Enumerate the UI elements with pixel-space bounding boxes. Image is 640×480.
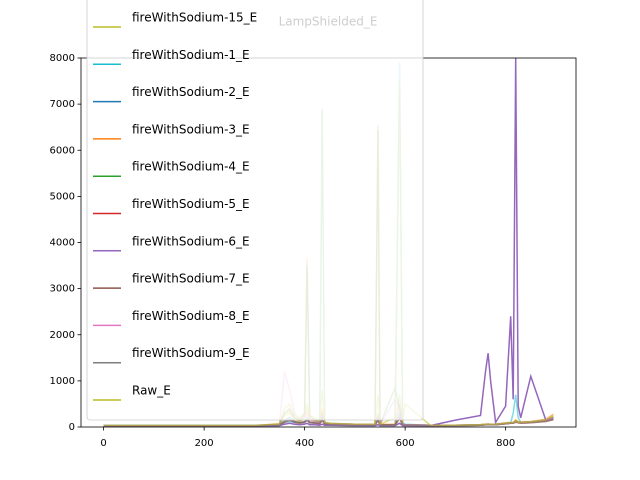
y-tick-label: 6000 <box>50 145 75 156</box>
y-tick-label: 8000 <box>50 53 75 64</box>
y-tick-label: 7000 <box>50 99 75 110</box>
legend-label: fireWithSodium-8_E <box>132 309 250 323</box>
x-tick-label: 800 <box>496 438 515 449</box>
legend-label: fireWithSodium-6_E <box>132 234 250 248</box>
y-tick-label: 5000 <box>50 191 75 202</box>
x-tick-label: 200 <box>195 438 214 449</box>
legend-label: fireWithSodium-4_E <box>132 160 250 174</box>
legend-label: fireWithSodium-2_E <box>132 85 250 99</box>
x-tick-label: 0 <box>100 438 106 449</box>
legend-label: fireWithSodium-3_E <box>132 122 250 136</box>
legend-box <box>86 0 424 421</box>
legend-label: fireWithSodium-9_E <box>132 346 250 360</box>
x-tick-label: 400 <box>295 438 314 449</box>
legend-label: fireWithSodium-15_E <box>132 11 257 25</box>
legend-label: fireWithSodium-5_E <box>132 197 250 211</box>
y-tick-label: 0 <box>69 422 75 433</box>
legend-label: fireWithSodium-7_E <box>132 272 250 286</box>
y-tick-label: 4000 <box>50 238 75 249</box>
legend-label: fireWithSodium-1_E <box>132 48 250 62</box>
y-tick-label: 2000 <box>50 330 75 341</box>
legend-label: Raw_E <box>132 384 171 398</box>
y-tick-label: 1000 <box>50 376 75 387</box>
y-tick-label: 3000 <box>50 284 75 295</box>
x-tick-label: 600 <box>396 438 415 449</box>
